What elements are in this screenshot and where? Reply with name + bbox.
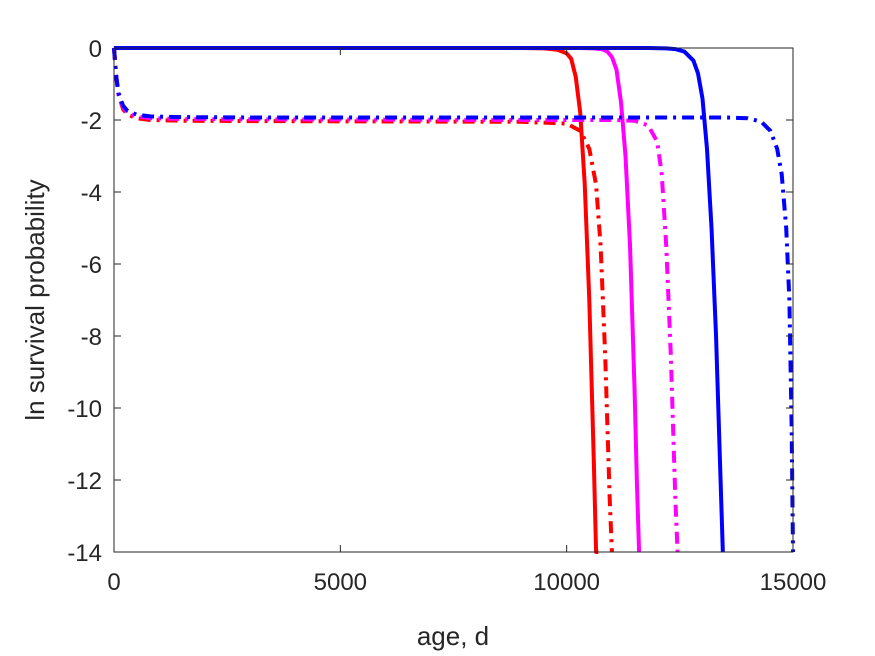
y-axis-label: ln survival probability [20,179,50,420]
y-tick-label: -10 [67,396,102,423]
axes-layer: 0 5000 10000 15000 0 -2 -4 -6 -8 -10 -12 -14 [67,36,826,596]
y-tick-label: -14 [67,540,102,567]
x-tick-label: 5000 [314,569,367,596]
plot-frame [113,47,794,553]
series-line-6 [112,47,795,553]
x-tick-label: 15000 [760,569,827,596]
y-tick-label: -4 [81,180,102,207]
y-tick-label: -2 [81,108,102,135]
y-tick-label: -8 [81,324,102,351]
x-tick-label: 0 [107,569,120,596]
y-tick-label: -12 [67,468,102,495]
y-tick-label: 0 [89,36,102,63]
x-tick-label: 10000 [533,569,600,596]
plot-background [114,48,793,552]
x-axis-label: age, d [417,621,489,651]
y-tick-label: -6 [81,252,102,279]
